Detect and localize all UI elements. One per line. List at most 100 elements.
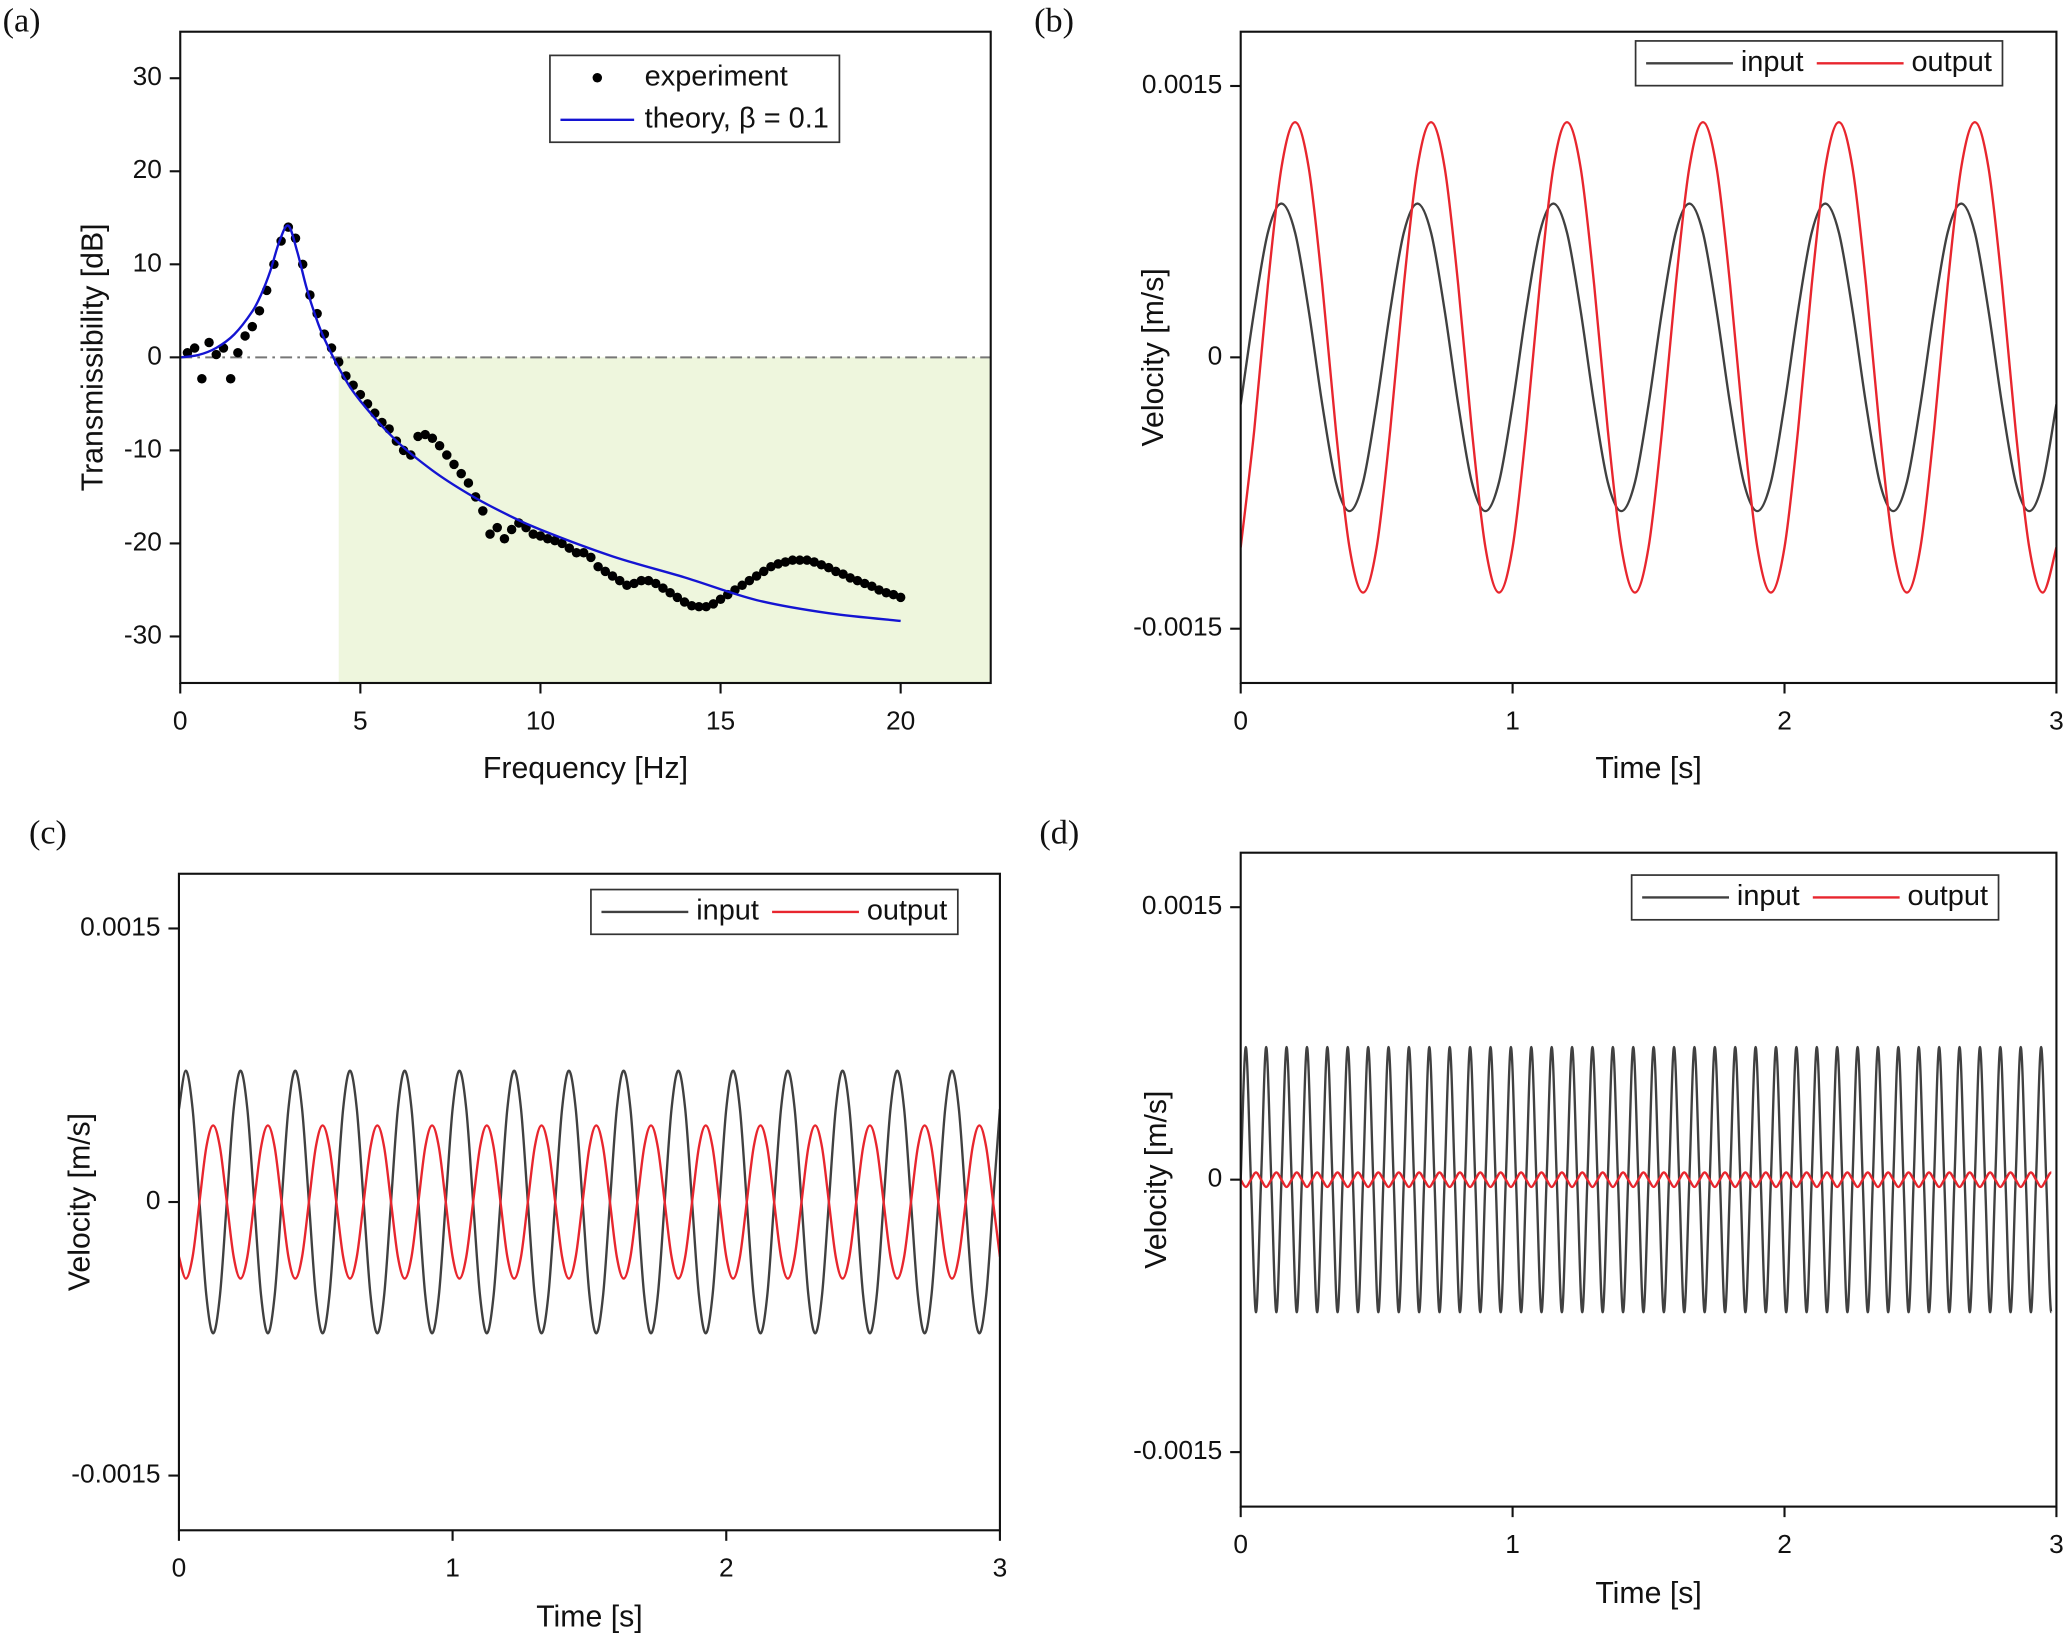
data-point xyxy=(780,557,791,567)
plot-area xyxy=(178,1069,1000,1335)
data-point xyxy=(629,578,639,589)
data-point xyxy=(679,597,690,607)
data-point xyxy=(456,468,466,479)
plot-area xyxy=(180,222,991,683)
y-tick-label: -0.0015 xyxy=(1133,1435,1222,1465)
data-point xyxy=(571,547,582,558)
x-tick-label: 1 xyxy=(445,1553,460,1583)
data-point xyxy=(240,331,250,341)
data-point xyxy=(550,535,560,546)
y-tick-label: 20 xyxy=(133,154,162,184)
legend: input output xyxy=(1634,40,2004,87)
plot-area xyxy=(1240,1045,2053,1314)
data-point xyxy=(211,349,222,360)
y-tick-label: 10 xyxy=(133,247,162,277)
y-tick-label: 0.0015 xyxy=(1142,69,1222,99)
y-tick-label: -0.0015 xyxy=(71,1459,160,1489)
data-point xyxy=(420,429,430,440)
y-tick-label: 0.0015 xyxy=(80,911,160,941)
data-point xyxy=(867,581,877,591)
x-tick-label: 2 xyxy=(719,1553,734,1583)
data-point xyxy=(427,433,438,444)
data-point xyxy=(787,555,798,565)
panel-label: (a) xyxy=(3,3,41,40)
data-point xyxy=(506,524,517,535)
data-point xyxy=(751,571,762,581)
data-point xyxy=(204,337,214,348)
data-point xyxy=(557,538,567,549)
data-point xyxy=(672,592,683,603)
data-point xyxy=(564,543,575,553)
data-point xyxy=(708,599,719,609)
data-point xyxy=(622,580,632,591)
x-tick-label: 1 xyxy=(1505,1529,1520,1559)
x-axis-label: Time [s] xyxy=(1595,752,1701,785)
y-tick-label: 0 xyxy=(1208,1163,1223,1193)
data-line xyxy=(178,1069,1000,1335)
data-point xyxy=(643,575,654,586)
data-point xyxy=(485,529,495,539)
data-point xyxy=(607,571,618,581)
plot-frame xyxy=(1239,30,2058,685)
y-axis-label: Velocity [m/s] xyxy=(1137,268,1170,446)
data-line xyxy=(1240,202,2057,513)
x-tick-label: 5 xyxy=(353,705,368,735)
legend-label: theory, β = 0.1 xyxy=(645,103,829,135)
data-point xyxy=(189,343,200,353)
data-point xyxy=(658,583,668,593)
panel-label: (c) xyxy=(29,814,67,851)
x-tick-label: 20 xyxy=(886,705,915,735)
data-point xyxy=(859,578,870,589)
data-point xyxy=(434,441,445,451)
data-point xyxy=(773,559,783,569)
y-tick-label: 0 xyxy=(1208,340,1223,370)
data-point xyxy=(687,601,697,611)
plot-frame xyxy=(177,872,1001,1532)
data-point xyxy=(831,566,841,577)
data-point xyxy=(614,575,625,586)
data-point xyxy=(600,566,611,577)
y-tick-label: 0 xyxy=(147,340,162,370)
data-point xyxy=(225,374,236,384)
x-tick-label: 2 xyxy=(1777,705,1792,735)
legend-marker xyxy=(592,73,603,83)
data-point xyxy=(593,561,603,572)
x-tick-label: 15 xyxy=(706,705,735,735)
data-point xyxy=(694,601,704,612)
data-point xyxy=(413,431,423,442)
data-line xyxy=(180,224,901,623)
x-tick-label: 0 xyxy=(1233,705,1248,735)
data-line xyxy=(1240,1045,2053,1314)
data-line xyxy=(1240,120,2057,594)
x-axis-label: Frequency [Hz] xyxy=(483,752,688,785)
data-point xyxy=(874,585,884,595)
x-tick-label: 10 xyxy=(526,705,555,735)
data-point xyxy=(766,561,776,572)
data-point xyxy=(744,575,755,586)
data-point xyxy=(701,601,711,612)
data-point xyxy=(542,534,553,544)
panel-label: (b) xyxy=(1034,3,1074,40)
data-line xyxy=(1240,1171,2052,1189)
data-point xyxy=(254,306,265,316)
legend-label: experiment xyxy=(645,60,788,92)
data-point xyxy=(449,459,459,470)
y-tick-label: 0.0015 xyxy=(1142,890,1222,920)
x-tick-label: 0 xyxy=(1233,1529,1248,1559)
data-point xyxy=(233,347,243,358)
legend-label: input xyxy=(1741,46,1804,78)
data-point xyxy=(852,575,863,586)
data-point xyxy=(816,560,827,570)
data-point xyxy=(636,575,647,586)
data-point xyxy=(823,562,834,573)
y-axis-label: Transmissibility [dB] xyxy=(77,223,110,491)
data-point xyxy=(845,573,855,583)
legend-label: input xyxy=(1737,880,1800,912)
legend-label: output xyxy=(1911,46,1991,78)
data-point xyxy=(802,555,812,565)
data-line xyxy=(178,1124,1000,1280)
x-tick-label: 2 xyxy=(1777,1529,1792,1559)
legend: input output xyxy=(1630,874,2000,921)
data-point xyxy=(795,555,805,565)
